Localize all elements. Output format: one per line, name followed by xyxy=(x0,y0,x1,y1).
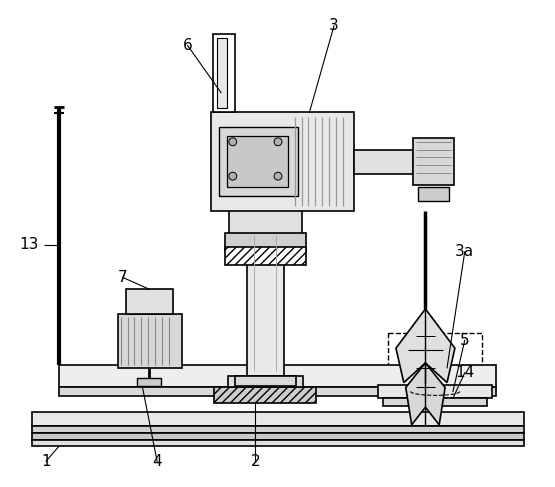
Bar xyxy=(225,247,305,264)
Bar xyxy=(413,138,454,185)
Bar xyxy=(32,433,524,440)
Bar xyxy=(246,230,284,375)
Circle shape xyxy=(229,172,237,180)
Text: 4: 4 xyxy=(152,454,162,468)
Bar xyxy=(213,34,235,112)
Bar xyxy=(225,233,305,251)
Bar xyxy=(235,375,296,386)
Polygon shape xyxy=(396,309,455,383)
Circle shape xyxy=(229,138,237,146)
Bar xyxy=(125,289,173,314)
Bar xyxy=(227,136,288,187)
Polygon shape xyxy=(406,363,445,425)
Text: 13: 13 xyxy=(19,238,39,252)
Bar xyxy=(229,206,301,235)
Bar xyxy=(379,385,492,398)
Bar xyxy=(383,398,487,406)
Text: 1: 1 xyxy=(41,454,51,468)
Bar xyxy=(59,387,496,396)
Text: 5: 5 xyxy=(460,333,470,348)
Bar xyxy=(32,412,524,426)
Bar xyxy=(235,221,296,230)
Bar xyxy=(388,334,482,385)
Circle shape xyxy=(274,172,282,180)
Text: 6: 6 xyxy=(183,38,193,53)
Bar xyxy=(228,375,302,388)
Bar xyxy=(32,440,524,447)
Bar xyxy=(32,426,524,433)
Bar xyxy=(417,187,449,201)
Bar xyxy=(219,127,297,196)
Bar xyxy=(211,112,354,210)
Circle shape xyxy=(274,138,282,146)
Bar xyxy=(354,150,413,174)
Bar xyxy=(138,377,161,386)
Bar xyxy=(217,37,227,108)
Text: 3: 3 xyxy=(329,19,339,33)
Text: 2: 2 xyxy=(250,454,260,468)
Bar xyxy=(118,314,181,368)
Text: 7: 7 xyxy=(118,270,128,285)
Bar xyxy=(214,388,316,403)
Text: 3a: 3a xyxy=(455,244,475,260)
Bar xyxy=(59,365,496,387)
Text: 14: 14 xyxy=(455,365,475,380)
